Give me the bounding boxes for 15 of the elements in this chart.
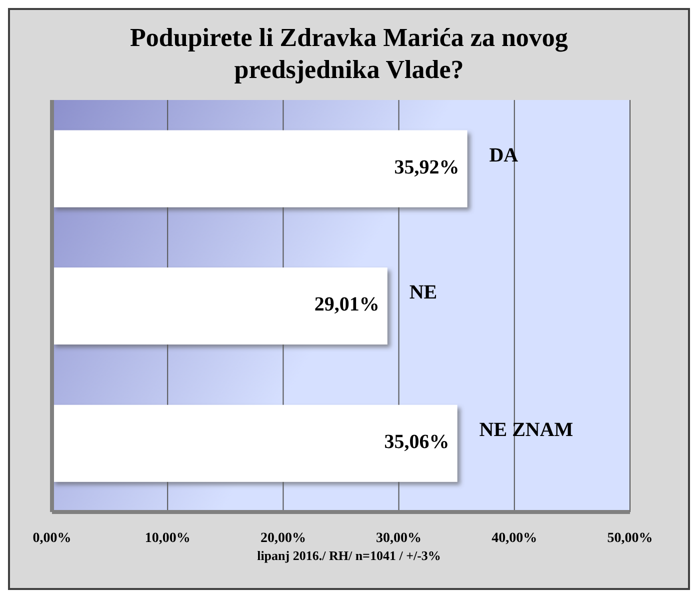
x-tick-label: 0,00% — [32, 530, 72, 546]
x-tick-label: 50,00% — [607, 530, 653, 546]
x-tick-label: 20,00% — [260, 530, 306, 546]
bar — [52, 130, 468, 208]
x-tick-label: 40,00% — [492, 530, 538, 546]
data-label: 35,06% — [384, 430, 450, 453]
y-tick-label: NE — [409, 282, 438, 304]
bar — [52, 268, 388, 345]
chart-title: Podupirete li Zdravka Marića za novog predsjednika Vlade? — [129, 22, 569, 86]
x-tick-label: 30,00% — [376, 530, 422, 546]
data-label: 29,01% — [314, 294, 380, 316]
text: lipanj 2016./ RH/ n=1041 / +/-3% — [256, 548, 442, 564]
x-tick-label: 10,00% — [144, 530, 190, 546]
bar — [52, 404, 458, 482]
data-label: 35,92% — [394, 156, 460, 178]
